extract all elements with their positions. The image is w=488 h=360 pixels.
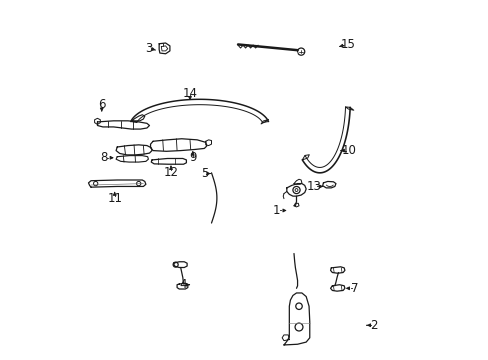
Text: 9: 9 (189, 151, 196, 164)
Text: 4: 4 (180, 278, 187, 291)
Text: 8: 8 (100, 151, 107, 164)
Text: 5: 5 (200, 167, 207, 180)
Text: 13: 13 (306, 180, 321, 193)
Text: 7: 7 (350, 282, 358, 295)
Text: 14: 14 (182, 87, 197, 100)
Text: 15: 15 (340, 38, 354, 51)
Text: 2: 2 (370, 319, 377, 332)
Text: 11: 11 (107, 192, 122, 205)
Text: 10: 10 (341, 144, 356, 157)
Text: 1: 1 (272, 204, 280, 217)
Text: 3: 3 (144, 41, 152, 54)
Text: 12: 12 (163, 166, 178, 179)
Text: 6: 6 (98, 98, 105, 111)
